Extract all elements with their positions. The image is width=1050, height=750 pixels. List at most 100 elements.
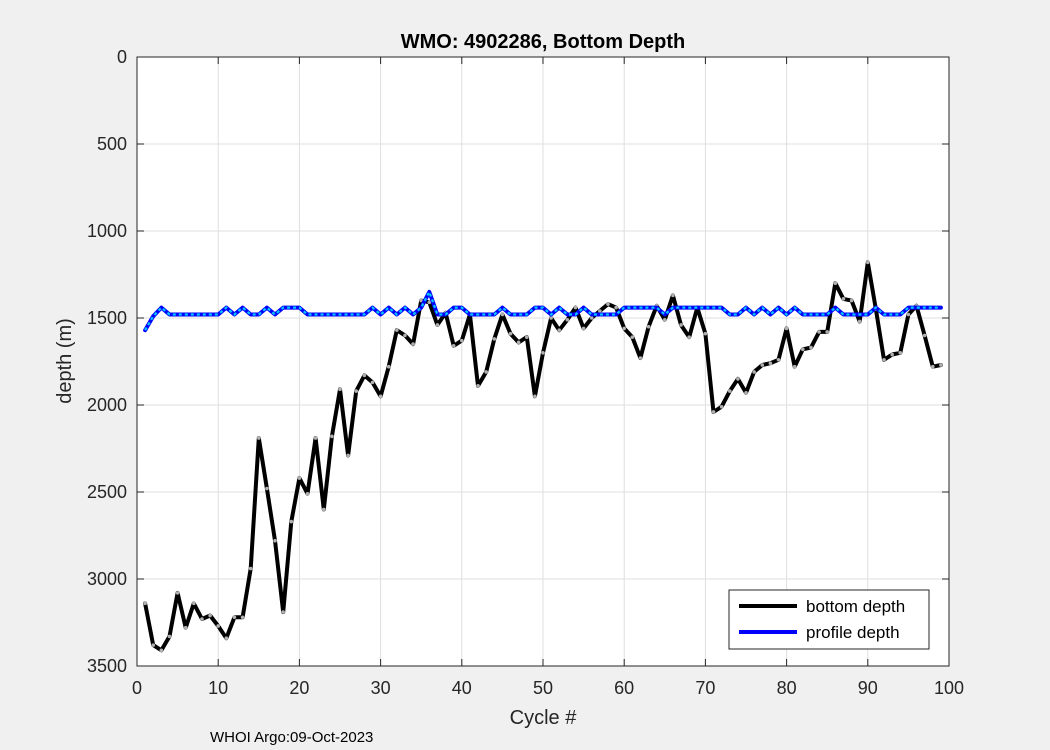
data-point-bottom-depth — [841, 297, 846, 301]
data-point-bottom-depth — [460, 338, 464, 343]
data-point-bottom-depth — [273, 538, 277, 543]
data-point-bottom-depth — [581, 326, 586, 331]
data-point-bottom-depth — [922, 333, 927, 338]
data-point-bottom-depth — [768, 361, 773, 366]
data-point-bottom-depth — [606, 302, 610, 306]
data-point-bottom-depth — [784, 326, 789, 331]
data-point-bottom-depth — [386, 364, 391, 369]
data-point-bottom-depth — [703, 331, 708, 336]
data-point-bottom-depth — [533, 394, 537, 399]
data-point-bottom-depth — [630, 335, 635, 339]
data-point-bottom-depth — [403, 333, 407, 338]
legend-label-profile-depth: profile depth — [806, 623, 900, 642]
data-point-bottom-depth — [857, 319, 862, 324]
grid — [137, 57, 949, 666]
data-point-bottom-depth — [736, 377, 740, 381]
data-point-bottom-depth — [817, 330, 821, 334]
legend: bottom depth profile depth — [728, 589, 930, 650]
y-tick-label: 1000 — [87, 221, 127, 241]
data-point-bottom-depth — [646, 324, 651, 329]
x-tick-label: 30 — [371, 678, 391, 698]
x-tick-label: 10 — [208, 678, 228, 698]
data-point-bottom-depth — [346, 453, 350, 458]
data-point-bottom-depth — [330, 434, 334, 439]
data-point-bottom-depth — [744, 391, 748, 395]
x-tick-label: 60 — [614, 678, 634, 698]
data-point-bottom-depth — [573, 305, 578, 310]
series-layer — [143, 260, 943, 653]
series-overlay-profile-depth — [144, 289, 941, 331]
data-point-bottom-depth — [866, 260, 870, 265]
data-point-bottom-depth — [313, 436, 318, 440]
data-point-bottom-depth — [882, 357, 886, 362]
data-point-bottom-depth — [711, 410, 716, 414]
data-point-bottom-depth — [338, 387, 342, 392]
data-point-bottom-depth — [760, 363, 765, 367]
data-point-bottom-depth — [248, 566, 253, 571]
data-point-bottom-depth — [663, 317, 667, 322]
data-point-bottom-depth — [719, 404, 724, 409]
data-point-bottom-depth — [614, 305, 618, 310]
data-point-bottom-depth — [833, 281, 838, 286]
data-point-bottom-depth — [752, 370, 756, 374]
data-point-bottom-depth — [906, 312, 911, 317]
data-point-bottom-depth — [638, 356, 643, 360]
data-point-bottom-depth — [354, 389, 359, 393]
y-tick-label: 2500 — [87, 482, 127, 502]
data-point-bottom-depth — [671, 293, 675, 298]
x-tick-label: 0 — [132, 678, 142, 698]
ticks: 0 10 20 30 40 50 60 70 80 90 100050010001500200025… — [87, 47, 964, 698]
x-tick-label: 20 — [289, 678, 309, 698]
data-point-bottom-depth — [321, 507, 326, 512]
data-point-bottom-depth — [500, 312, 505, 317]
data-point-bottom-depth — [265, 486, 269, 491]
x-tick-label: 100 — [934, 678, 964, 698]
data-point-bottom-depth — [192, 601, 196, 606]
data-point-bottom-depth — [370, 380, 375, 385]
y-tick-label: 3500 — [87, 656, 127, 676]
data-point-bottom-depth — [516, 340, 521, 345]
data-point-bottom-depth — [305, 491, 310, 496]
data-point-bottom-depth — [809, 345, 813, 350]
data-point-bottom-depth — [143, 601, 147, 606]
y-tick-label: 500 — [97, 134, 127, 154]
x-tick-label: 50 — [533, 678, 553, 698]
x-axis-label: Cycle # — [510, 707, 578, 729]
data-point-bottom-depth — [395, 328, 399, 332]
footer-caption: WHOI Argo:09-Oct-2023 — [210, 729, 373, 746]
data-point-bottom-depth — [167, 634, 172, 639]
legend-label-bottom-depth: bottom depth — [806, 597, 905, 616]
data-point-bottom-depth — [151, 643, 156, 647]
data-point-bottom-depth — [362, 373, 367, 378]
data-point-bottom-depth — [297, 476, 302, 480]
data-point-bottom-depth — [240, 615, 245, 620]
data-point-bottom-depth — [175, 591, 180, 595]
data-point-bottom-depth — [549, 316, 553, 320]
data-point-bottom-depth — [589, 316, 594, 320]
data-point-bottom-depth — [257, 436, 261, 440]
x-tick-label: 40 — [452, 678, 472, 698]
data-point-bottom-depth — [792, 364, 797, 369]
data-point-bottom-depth — [484, 370, 488, 374]
data-point-bottom-depth — [679, 323, 683, 327]
data-point-bottom-depth — [411, 342, 415, 346]
data-point-bottom-depth — [378, 394, 383, 399]
data-point-bottom-depth — [825, 330, 829, 334]
data-point-bottom-depth — [232, 615, 237, 620]
data-point-bottom-depth — [508, 331, 513, 336]
data-point-bottom-depth — [208, 613, 212, 618]
data-point-bottom-depth — [898, 351, 903, 355]
y-tick-label: 0 — [117, 47, 127, 67]
data-point-bottom-depth — [524, 335, 529, 339]
data-point-bottom-depth — [427, 300, 432, 305]
data-point-bottom-depth — [557, 328, 562, 332]
data-point-bottom-depth — [289, 519, 294, 524]
data-point-bottom-depth — [159, 648, 164, 653]
data-point-bottom-depth — [435, 323, 440, 327]
data-point-bottom-depth — [492, 337, 497, 341]
data-point-bottom-depth — [200, 617, 204, 621]
data-point-bottom-depth — [687, 335, 691, 339]
data-point-bottom-depth — [930, 364, 935, 369]
y-tick-label: 2000 — [87, 395, 127, 415]
